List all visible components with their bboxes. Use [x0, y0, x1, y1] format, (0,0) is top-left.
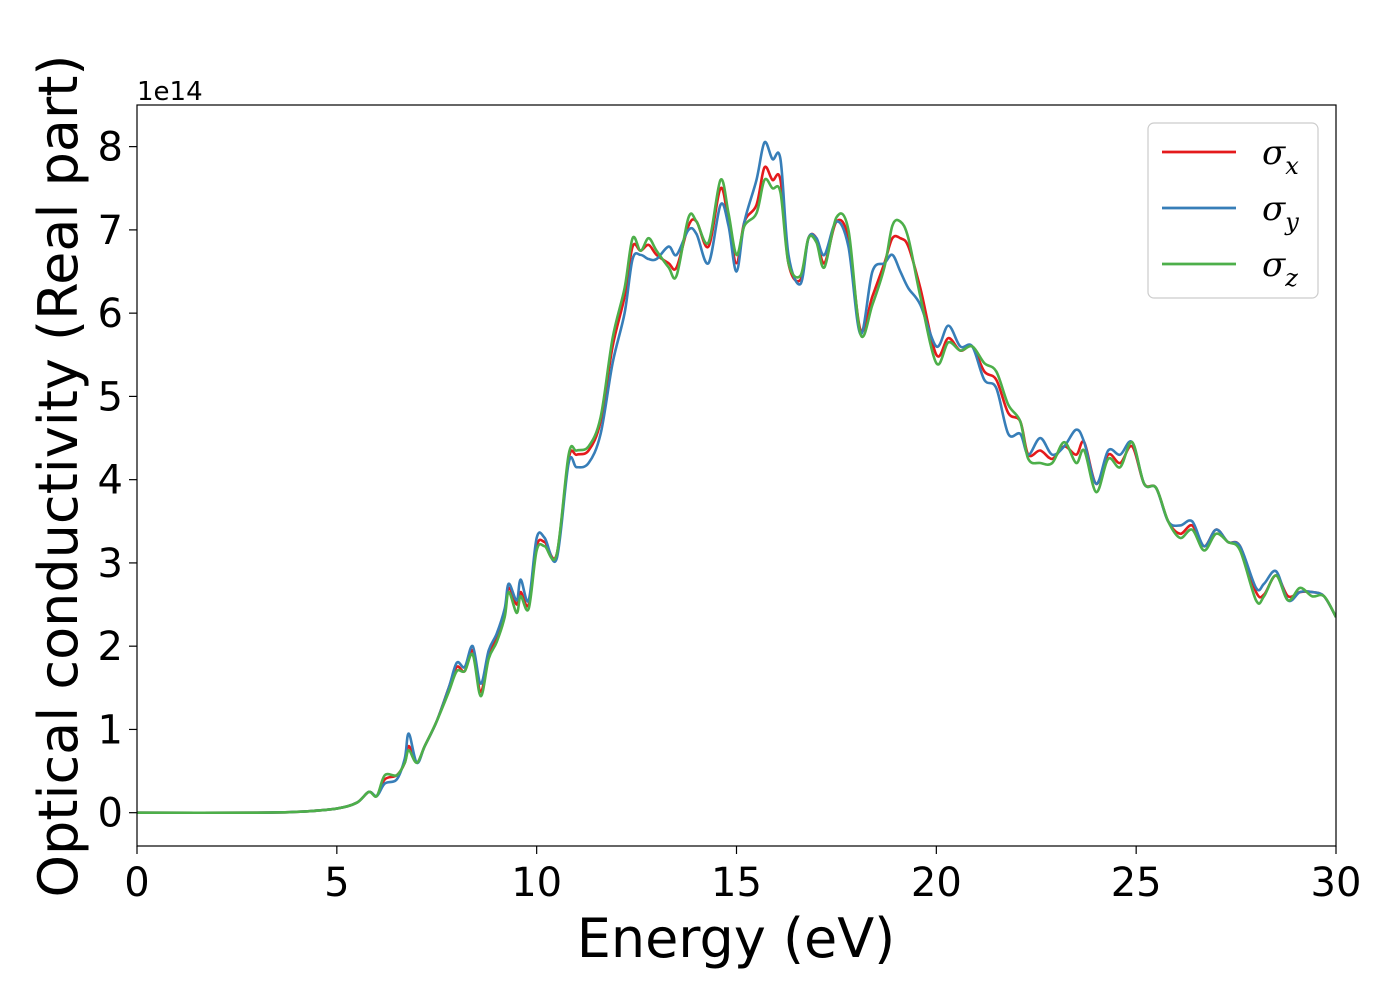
- x-tick-label: 10: [511, 860, 562, 906]
- x-tick-label: 30: [1311, 860, 1362, 906]
- y-tick-label: 4: [98, 458, 123, 504]
- y-tick-label: 7: [98, 208, 123, 254]
- x-tick-label: 0: [124, 860, 149, 906]
- x-tick-label: 15: [711, 860, 762, 906]
- x-axis-label: Energy (eV): [577, 907, 896, 970]
- y-tick-label: 5: [98, 374, 123, 420]
- x-tick-label: 5: [324, 860, 349, 906]
- x-axis-ticks: 0 5 10 15 20 25 30: [124, 846, 1361, 906]
- y-tick-label: 3: [98, 541, 123, 587]
- y-tick-label: 1: [98, 707, 123, 753]
- y-axis-label: Optical conductivity (Real part): [27, 55, 90, 898]
- legend-label-z: σz: [1262, 245, 1298, 292]
- y-tick-label: 8: [98, 125, 123, 171]
- legend: σx σy σz: [1147, 122, 1319, 299]
- x-tick-label: 20: [911, 860, 962, 906]
- legend-label-x: σx: [1262, 133, 1299, 180]
- x-tick-label: 25: [1111, 860, 1162, 906]
- y-tick-label: 0: [98, 791, 123, 837]
- series-line-z: [137, 177, 1336, 815]
- y-tick-label: 2: [98, 624, 123, 670]
- series-lines: [137, 140, 1336, 815]
- y-offset-label: 1e14: [137, 77, 203, 107]
- y-axis-ticks: 0 1 2 3 4 5 6 7 8: [98, 125, 137, 837]
- legend-box: [1147, 122, 1319, 299]
- legend-label-y: σy: [1262, 189, 1299, 236]
- y-tick-label: 6: [98, 291, 123, 337]
